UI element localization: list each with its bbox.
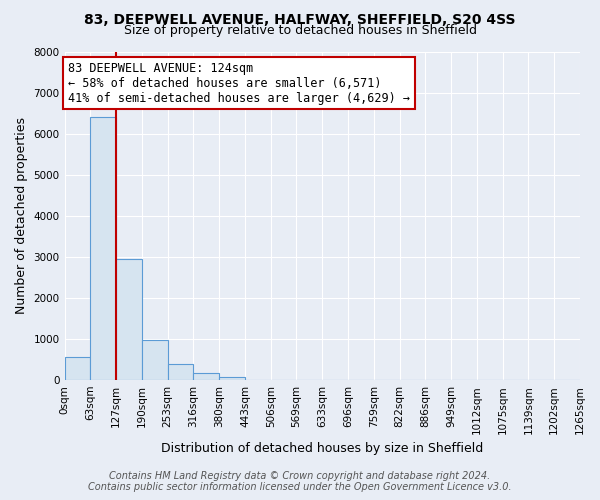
Y-axis label: Number of detached properties: Number of detached properties xyxy=(15,118,28,314)
Bar xyxy=(65,357,91,380)
Text: 83 DEEPWELL AVENUE: 124sqm
← 58% of detached houses are smaller (6,571)
41% of s: 83 DEEPWELL AVENUE: 124sqm ← 58% of deta… xyxy=(68,62,410,105)
Bar xyxy=(219,377,245,380)
Bar xyxy=(91,117,116,380)
Bar xyxy=(193,373,219,380)
Bar xyxy=(142,340,167,380)
Text: Size of property relative to detached houses in Sheffield: Size of property relative to detached ho… xyxy=(124,24,476,37)
Bar xyxy=(116,259,142,380)
Bar xyxy=(167,364,193,380)
Text: 83, DEEPWELL AVENUE, HALFWAY, SHEFFIELD, S20 4SS: 83, DEEPWELL AVENUE, HALFWAY, SHEFFIELD,… xyxy=(84,12,516,26)
X-axis label: Distribution of detached houses by size in Sheffield: Distribution of detached houses by size … xyxy=(161,442,484,455)
Text: Contains HM Land Registry data © Crown copyright and database right 2024.
Contai: Contains HM Land Registry data © Crown c… xyxy=(88,471,512,492)
